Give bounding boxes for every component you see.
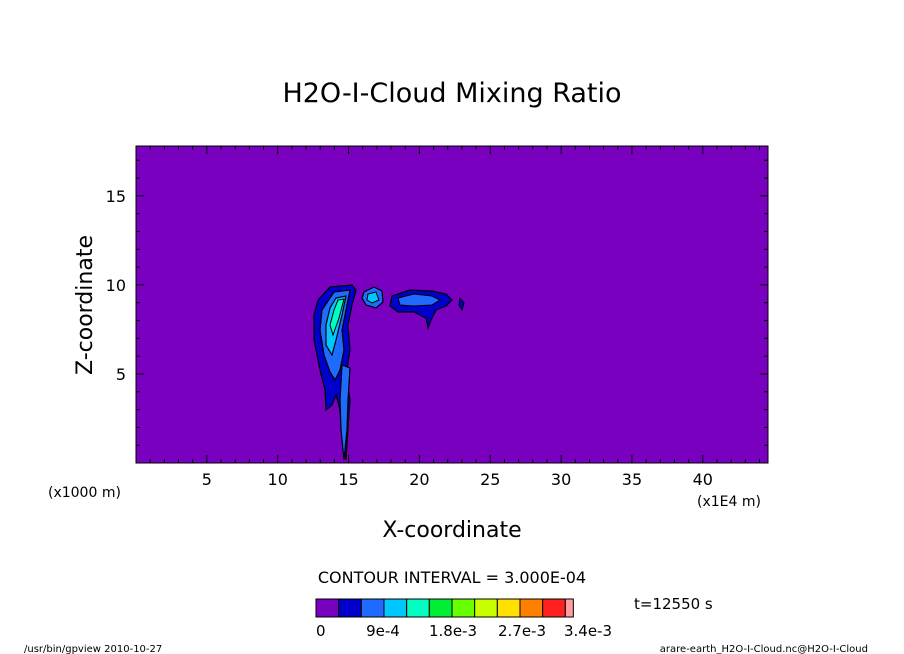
colorbar-swatch <box>360 598 385 618</box>
footer-left: /usr/bin/gpview 2010-10-27 <box>24 644 162 654</box>
x-tick-label: 10 <box>268 470 288 489</box>
x-axis-label: X-coordinate <box>382 518 521 543</box>
colorbar-swatch <box>451 598 476 618</box>
colorbar-label: 3.4e-3 <box>564 622 612 640</box>
x-tick-label: 35 <box>622 470 642 489</box>
colorbar-swatch <box>406 598 430 618</box>
x-scale-note: (x1E4 m) <box>697 494 761 510</box>
colorbar-swatch <box>338 598 362 618</box>
y-scale-note: (x1000 m) <box>48 485 121 501</box>
colorbar-label: 2.7e-3 <box>498 622 546 640</box>
colorbar-labels: 0 9e-4 1.8e-3 2.7e-3 3.4e-3 <box>316 622 612 640</box>
x-tick-label: 15 <box>338 470 358 489</box>
y-axis-ticks: 5 10 15 <box>106 159 768 446</box>
colorbar-swatch <box>496 598 521 618</box>
colorbar-swatch <box>564 598 574 618</box>
y-tick-label: 5 <box>116 365 126 384</box>
y-tick-label: 15 <box>106 187 126 206</box>
colorbar-swatch <box>542 598 566 618</box>
y-tick-label: 10 <box>106 276 126 295</box>
chart-title: H2O-I-Cloud Mixing Ratio <box>282 78 621 109</box>
x-tick-label: 20 <box>409 470 429 489</box>
contour-features <box>313 284 465 461</box>
colorbar-swatch <box>315 598 340 618</box>
x-tick-label: 25 <box>480 470 500 489</box>
contour-main-core <box>329 298 345 337</box>
colorbar-swatch <box>428 598 453 618</box>
contour-lower-column <box>339 364 351 461</box>
colorbar-label: 1.8e-3 <box>429 622 477 640</box>
x-tick-label: 30 <box>551 470 571 489</box>
contour-interval-text: CONTOUR INTERVAL = 3.000E-04 <box>318 568 586 587</box>
time-label: t=12550 s <box>634 595 713 613</box>
colorbar-swatch <box>383 598 408 618</box>
colorbar-label: 0 <box>316 622 326 640</box>
x-tick-label: 5 <box>202 470 212 489</box>
x-tick-label: 40 <box>693 470 713 489</box>
contour-anvil-inner <box>397 293 442 307</box>
colorbar-swatch <box>474 598 498 618</box>
plot-area <box>135 145 769 464</box>
y-axis-label: Z-coordinate <box>73 235 98 375</box>
footer-right: arare-earth_H2O-I-Cloud.nc@H2O-I-Cloud <box>660 644 868 654</box>
colorbar-swatch <box>519 598 544 618</box>
colorbar-label: 9e-4 <box>366 622 400 640</box>
x-axis-ticks: 5 10 15 20 25 30 35 40 <box>149 146 760 489</box>
colorbar <box>315 598 574 618</box>
contour-small-blob-inner <box>366 291 380 304</box>
contour-anvil-tip <box>458 296 465 312</box>
